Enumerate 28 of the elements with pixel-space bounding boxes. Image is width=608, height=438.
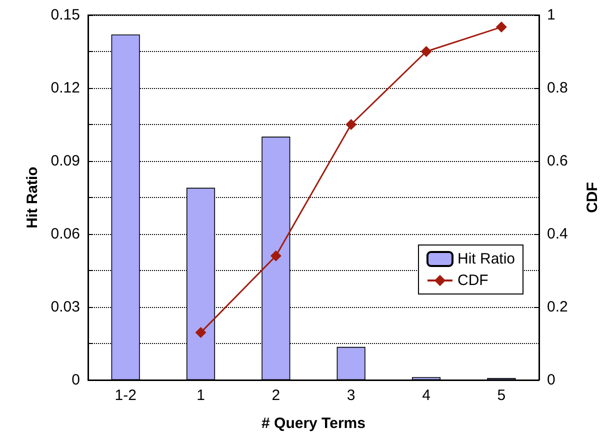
y2-tick-label: 0.8 <box>547 80 568 96</box>
x-tick-label: 5 <box>497 387 506 404</box>
legend-label: CDF <box>457 272 488 289</box>
y-tick-label: 0 <box>72 372 80 388</box>
x-tick-label: 1-2 <box>114 387 136 404</box>
y-tick-label: 0.12 <box>50 80 80 96</box>
y2-tick-label: 0.2 <box>547 298 568 316</box>
y2-tick-label: 1 <box>547 6 556 24</box>
y2-tick-label: 0 <box>547 372 556 388</box>
x-axis-title: # Query Terms <box>262 415 366 432</box>
point <box>346 119 357 130</box>
point <box>195 327 206 338</box>
y-tick-label: 0.03 <box>50 298 80 316</box>
y-tick-label: 0.06 <box>50 226 80 242</box>
y2-axis-title: CDF <box>584 182 601 213</box>
legend-label: Hit Ratio <box>457 250 516 268</box>
point <box>496 22 507 33</box>
point <box>270 250 282 262</box>
y-axis-title: Hit Ratio <box>24 166 41 228</box>
x-tick-label: 1 <box>196 387 205 404</box>
x-tick-label: 2 <box>272 387 280 404</box>
y2-tick-label: 0.6 <box>547 152 568 170</box>
x-tick-label: 3 <box>346 387 356 404</box>
point <box>420 46 432 57</box>
y-tick-label: 0.15 <box>50 6 80 24</box>
y-tick-label: 0.09 <box>50 152 80 170</box>
y2-tick-label: 0.4 <box>547 226 568 242</box>
x-tick-label: 4 <box>422 387 430 404</box>
